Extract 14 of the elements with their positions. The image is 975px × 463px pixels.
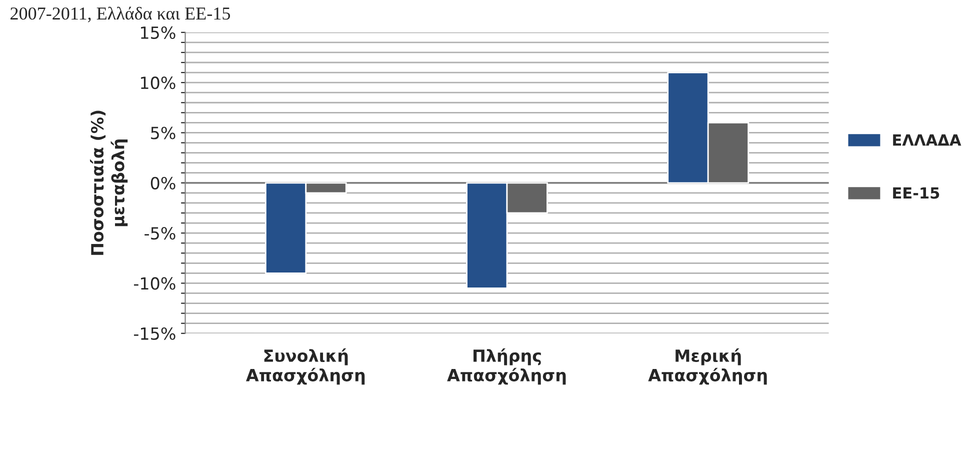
x-tick-label: Συνολική Απασχόληση <box>246 348 365 385</box>
y-tick-label: 5% <box>151 126 176 140</box>
y-tick-label: -10% <box>134 277 176 290</box>
chart-title: 2007-2011, Ελλάδα και ΕΕ-15 <box>10 6 230 22</box>
y-tick-label: 0% <box>150 176 176 190</box>
x-tick-label: Πλήρης Απασχόληση <box>447 348 566 385</box>
legend-label: ΕΕ-15 <box>893 187 940 199</box>
y-tick-label: -5% <box>144 227 176 240</box>
y-tick-label: 15% <box>141 26 176 39</box>
legend-label: ΕΛΛΑΔΑ <box>893 134 962 146</box>
y-tick-label: -15% <box>134 327 176 340</box>
y-tick-label: 10% <box>141 76 176 90</box>
x-tick-label: Μερική Απασχόληση <box>648 348 767 385</box>
y-axis-title: Ποσοστιαία (%) μεταβολή <box>90 110 128 255</box>
